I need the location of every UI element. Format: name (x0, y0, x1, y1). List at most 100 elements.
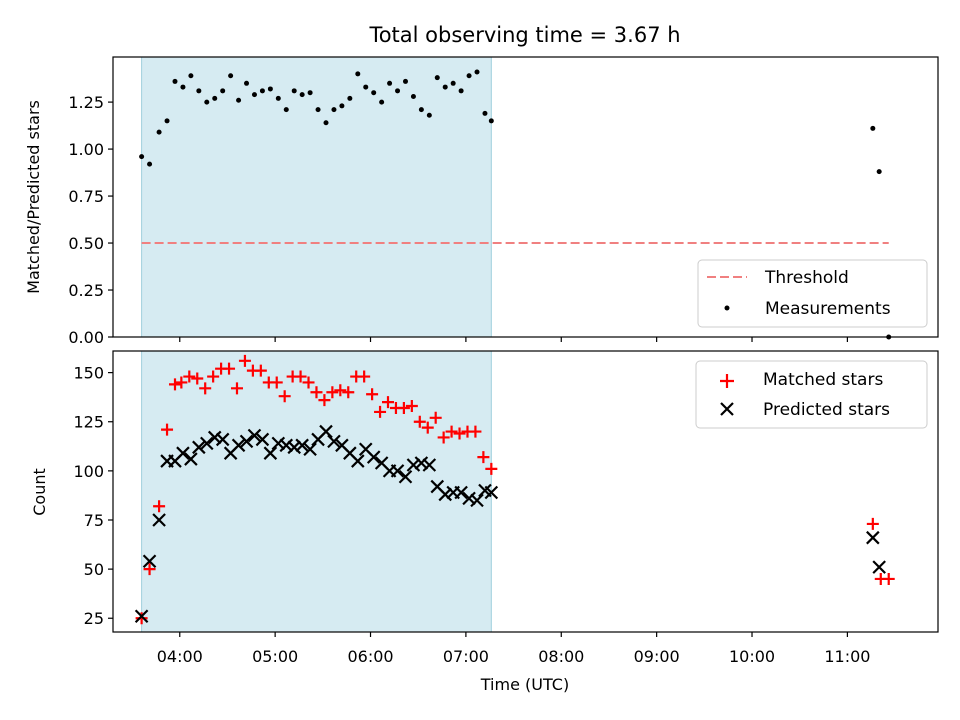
predicted-star-point (279, 438, 294, 453)
matched-star-point (135, 612, 148, 625)
matched-star-point (445, 425, 458, 438)
matched-star-point (238, 354, 251, 367)
predicted-star-point (239, 434, 254, 449)
measurement-point (220, 88, 226, 94)
predicted-star-point (200, 436, 214, 451)
measurement-point (426, 112, 432, 118)
measurement-point (291, 88, 297, 94)
measurement-point (387, 80, 393, 86)
predicted-star-point (207, 430, 222, 445)
measurement-point (188, 73, 194, 79)
top-y-axis: 0.00 0.25 0.50 0.75 1.00 1.25 (68, 93, 113, 347)
predicted-star-point (142, 554, 157, 569)
top-legend: Threshold Measurements (697, 259, 928, 328)
measurement-point (363, 84, 369, 90)
matched-star-point (334, 384, 347, 397)
measurement-point (323, 120, 329, 126)
predicted-star-point (295, 438, 309, 453)
measurement-point (876, 169, 882, 175)
matched-star-point (374, 405, 387, 418)
predicted-star-point (231, 438, 246, 453)
top-y-tick-label: 1.00 (68, 140, 104, 159)
measurement-point (244, 80, 250, 86)
predicted-star-point (192, 440, 206, 455)
bottom-y-tick-label: 25 (84, 609, 104, 628)
matched-star-point (254, 364, 267, 377)
measurement-point (347, 95, 353, 101)
measurement-point (196, 88, 202, 94)
matched-star-point (358, 370, 371, 383)
measurement-point (275, 95, 281, 101)
bottom-y-axis: 25 50 75 100 125 150 (73, 364, 113, 628)
matched-star-point (421, 421, 434, 434)
measurement-point (339, 103, 345, 109)
matched-star-point (405, 400, 418, 413)
matched-stars-series (135, 354, 895, 625)
legend-threshold-label: Threshold (764, 268, 849, 288)
matched-star-point (429, 411, 442, 424)
predicted-star-point (866, 530, 880, 545)
predicted-star-point (414, 456, 429, 470)
predicted-star-point (287, 440, 301, 455)
measurement-point (204, 99, 210, 105)
measurement-point (474, 69, 480, 75)
measurement-point (147, 161, 153, 167)
matched-star-point (153, 500, 166, 513)
matched-star-point (310, 386, 323, 399)
x-tick-label: 04:00 (157, 647, 203, 666)
measurement-point (212, 95, 218, 101)
predicted-star-point (470, 493, 484, 508)
measurement-point (395, 88, 401, 94)
matched-star-point (366, 388, 379, 401)
matched-star-point (191, 372, 204, 385)
measurement-point (164, 118, 170, 124)
x-tick-label: 08:00 (538, 647, 584, 666)
measurement-point (450, 80, 456, 86)
predicted-star-point (390, 464, 405, 478)
legend-matched-label: Matched stars (763, 370, 883, 390)
chart-title: Total observing time = 3.67 h (368, 23, 680, 47)
x-tick-label: 06:00 (347, 647, 393, 666)
matched-star-point (866, 517, 879, 530)
top-panel: 0.00 0.25 0.50 0.75 1.00 1.25 Matched/Predict… (24, 56, 939, 347)
measurement-point (410, 93, 416, 99)
predicted-star-point (484, 485, 499, 500)
x-tick-label: 05:00 (252, 647, 298, 666)
matched-star-point (302, 376, 315, 389)
bottom-y-label: Count (30, 468, 49, 516)
top-y-label: Matched/Predicted stars (24, 100, 43, 294)
measurement-point (259, 88, 265, 94)
top-y-tick-label: 0.25 (68, 281, 104, 300)
x-tick-label: 09:00 (634, 647, 680, 666)
matched-star-point (223, 362, 236, 375)
measurement-point (482, 110, 488, 116)
x-tick-label: 10:00 (729, 647, 775, 666)
bottom-y-tick-label: 150 (73, 364, 104, 383)
measurement-point (139, 154, 145, 160)
top-measurements (139, 69, 892, 340)
legend-measurements-swatch (724, 305, 730, 311)
predicted-star-point (422, 458, 437, 472)
predicted-star-point (366, 450, 381, 464)
measurement-point (331, 107, 337, 113)
matched-star-point (882, 572, 895, 585)
measurement-point (307, 90, 313, 96)
measurement-point (228, 73, 234, 79)
matched-star-point (485, 462, 498, 475)
predicted-star-point (215, 432, 230, 447)
legend-measurements-label: Measurements (765, 299, 891, 319)
matched-star-point (469, 425, 482, 438)
measurement-point (488, 118, 494, 124)
matched-star-point (161, 423, 174, 436)
predicted-star-point (406, 458, 421, 472)
predicted-star-point (462, 491, 476, 506)
predicted-star-point (184, 452, 198, 466)
measurement-point (156, 129, 162, 135)
bottom-y-tick-label: 50 (84, 560, 104, 579)
measurement-point (371, 90, 377, 96)
bottom-y-tick-label: 125 (73, 413, 104, 432)
bottom-legend: Matched stars Predicted stars (695, 360, 928, 429)
matched-star-point (175, 376, 188, 389)
measurement-point (402, 78, 408, 84)
